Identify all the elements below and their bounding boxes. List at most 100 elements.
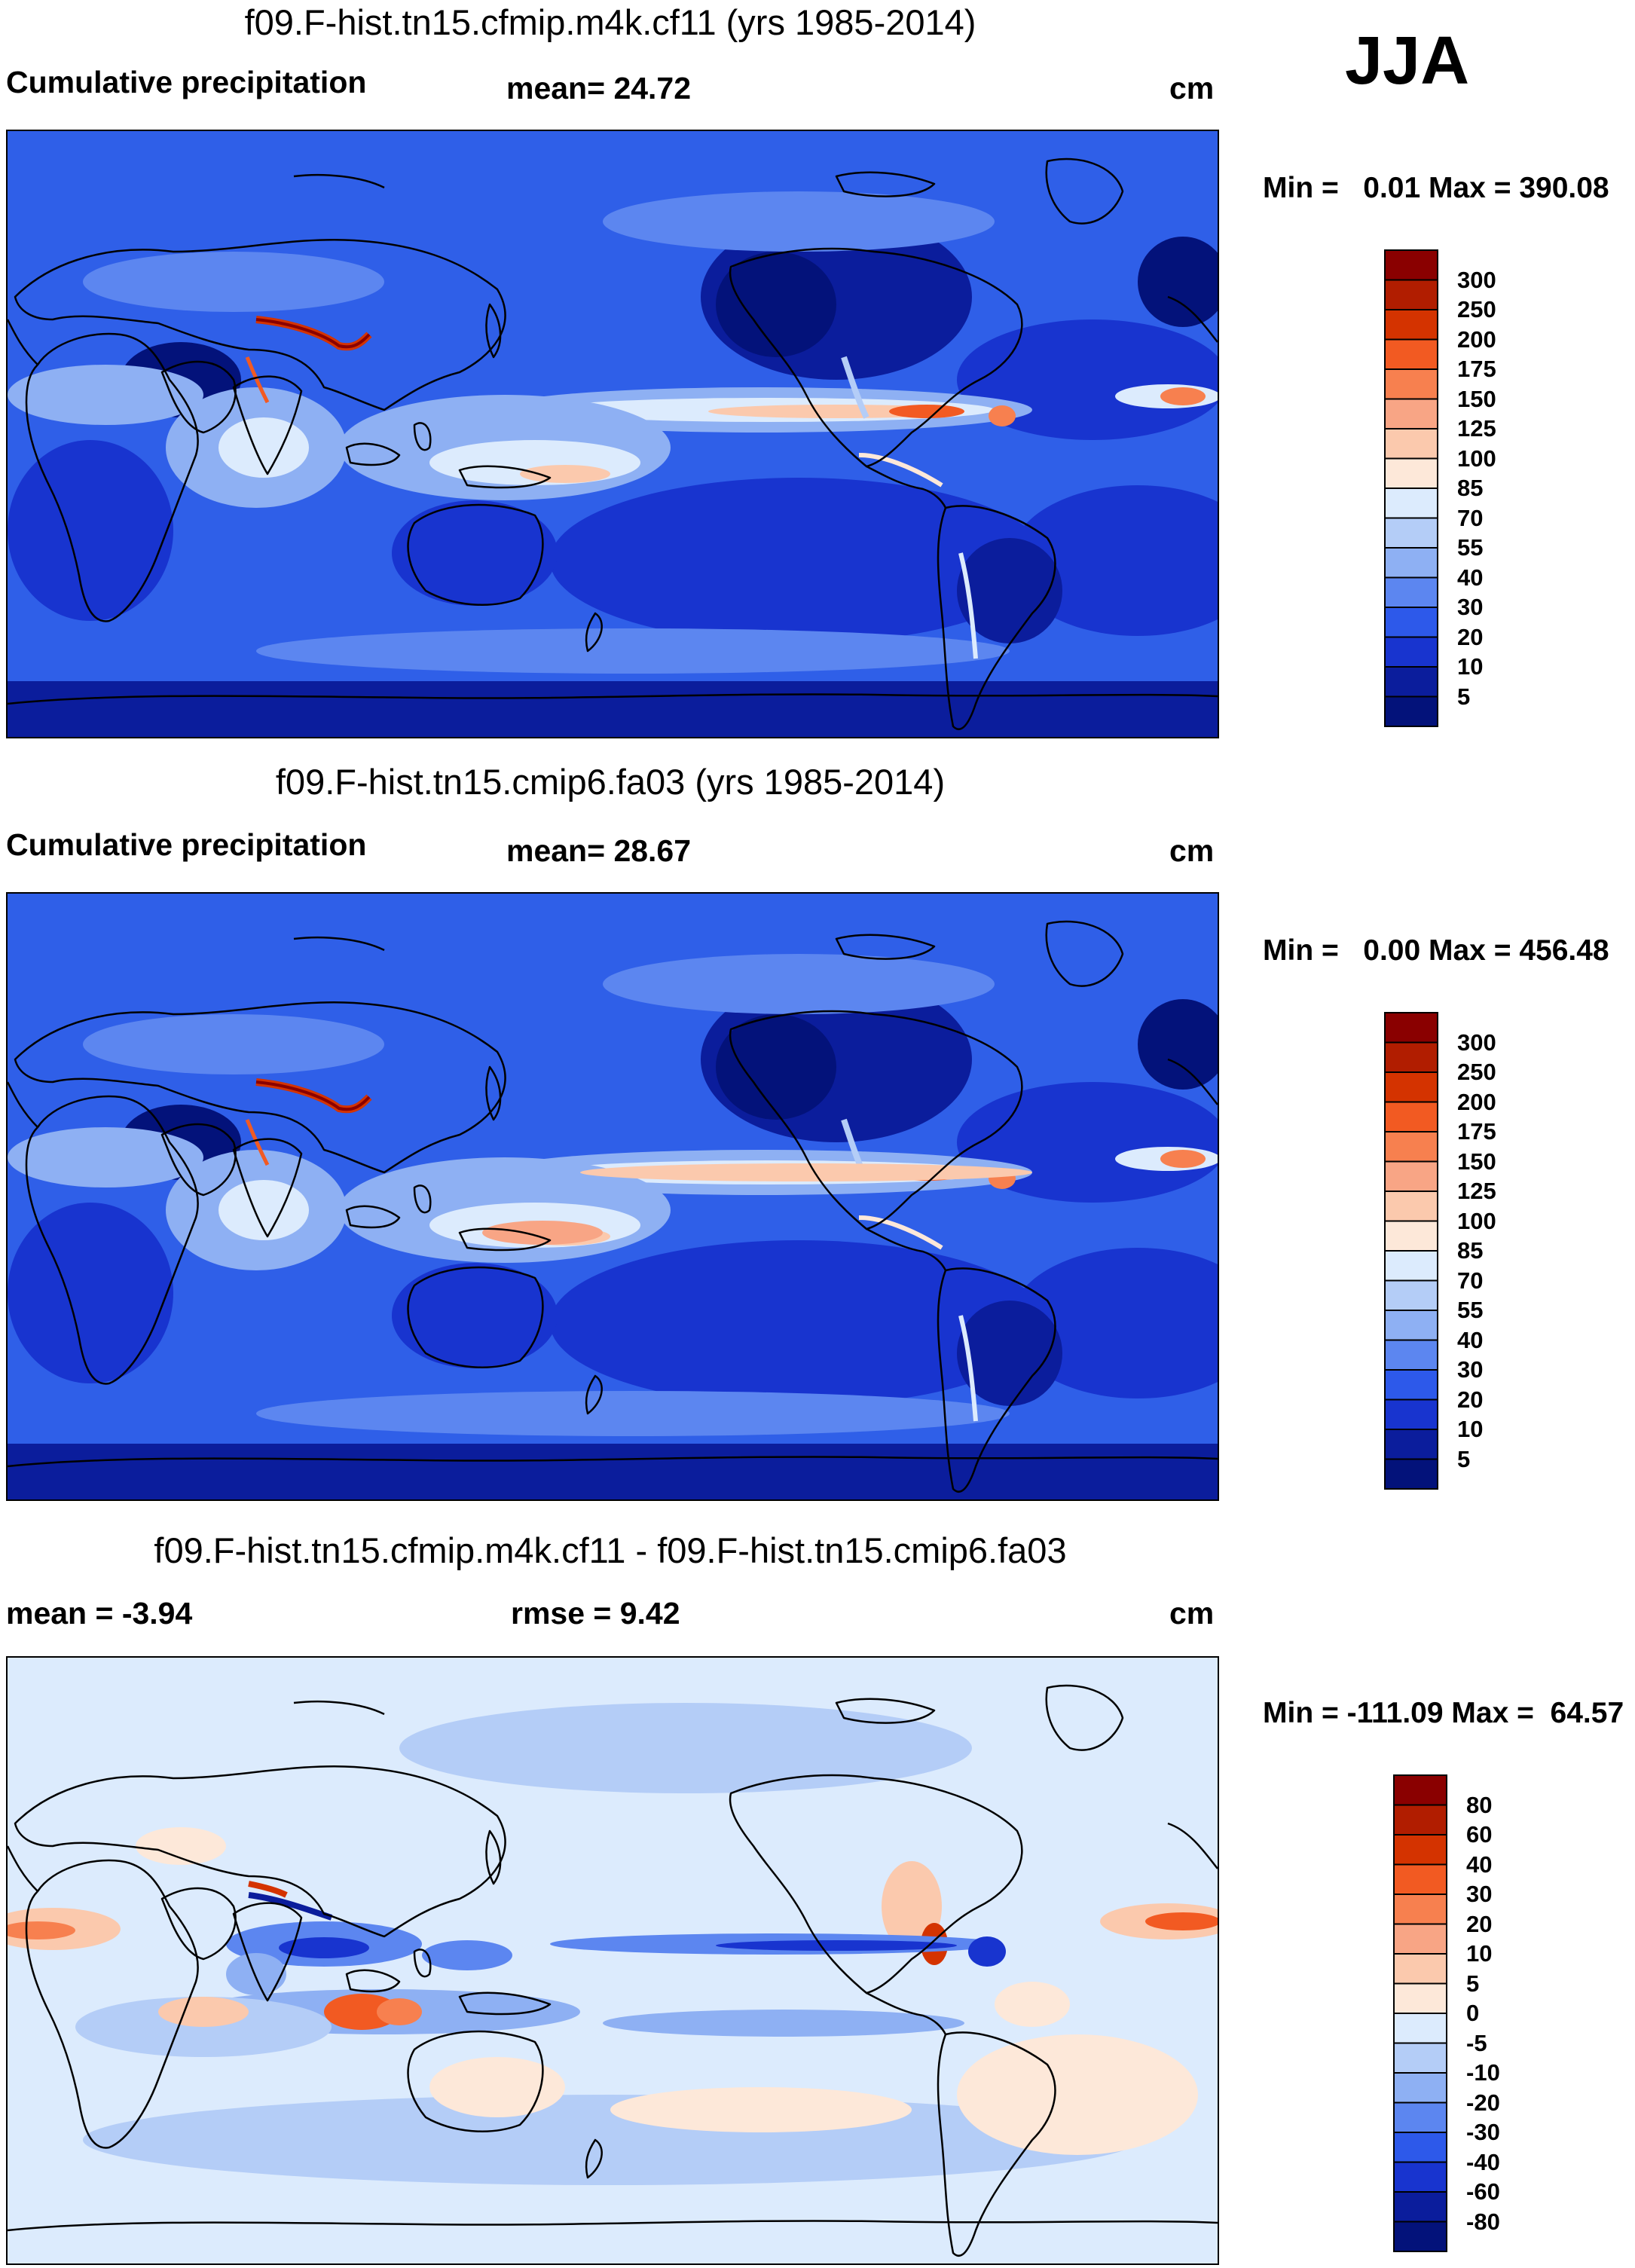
colorbar-swatch bbox=[1384, 1012, 1438, 1044]
panel-3-title: f09.F-hist.tn15.cfmip.m4k.cf11 - f09.F-h… bbox=[154, 1530, 1067, 1570]
colorbar-tick-label: 200 bbox=[1457, 326, 1496, 353]
colorbar-tick-label: 150 bbox=[1457, 1148, 1496, 1175]
colorbar-swatch bbox=[1384, 1339, 1438, 1371]
colorbar-tick-label: 5 bbox=[1457, 683, 1471, 710]
panel-3-map bbox=[6, 1656, 1219, 2265]
panel-1-minmax: Min = 0.01 Max = 390.08 bbox=[1263, 172, 1609, 204]
colorbar-tick-label: 40 bbox=[1457, 1326, 1484, 1353]
colorbar-swatch bbox=[1384, 666, 1438, 698]
colorbar-swatch bbox=[1384, 279, 1438, 310]
colorbar-swatch bbox=[1384, 1369, 1438, 1401]
colorbar-swatch bbox=[1384, 488, 1438, 519]
colorbar-tick-label: 175 bbox=[1457, 356, 1496, 382]
panel-2-title: f09.F-hist.tn15.cmip6.fa03 (yrs 1985-201… bbox=[275, 762, 946, 802]
colorbar-tick-label: 70 bbox=[1457, 1267, 1484, 1294]
colorbar-swatch bbox=[1384, 1250, 1438, 1282]
panel-3-map-svg bbox=[8, 1658, 1218, 2263]
colorbar-swatch bbox=[1393, 1834, 1447, 1866]
colorbar-tick-label: -20 bbox=[1466, 2089, 1500, 2116]
colorbar-swatch bbox=[1384, 368, 1438, 400]
colorbar-swatch bbox=[1393, 1774, 1447, 1806]
colorbar-swatch bbox=[1384, 249, 1438, 281]
colorbar-swatch bbox=[1384, 607, 1438, 638]
colorbar-tick-label: 150 bbox=[1457, 385, 1496, 412]
colorbar-swatch bbox=[1384, 636, 1438, 668]
colorbar-swatch bbox=[1384, 457, 1438, 489]
panel-3-rmse-label: rmse = 9.42 bbox=[511, 1596, 680, 1631]
colorbar-swatch bbox=[1393, 1982, 1447, 2014]
panel-2-map-svg bbox=[8, 894, 1218, 1499]
colorbar-tick-label: 300 bbox=[1457, 266, 1496, 293]
colorbar-swatch bbox=[1384, 1310, 1438, 1341]
colorbar-tick-label: 30 bbox=[1466, 1881, 1493, 1907]
colorbar-swatch bbox=[1384, 517, 1438, 549]
colorbar-swatch bbox=[1384, 1220, 1438, 1252]
colorbar-tick-label: 85 bbox=[1457, 1237, 1484, 1264]
colorbar-swatch bbox=[1393, 2013, 1447, 2044]
colorbar-tick-label: 100 bbox=[1457, 1207, 1496, 1234]
colorbar-tick-label: 300 bbox=[1457, 1029, 1496, 1056]
colorbar-tick-label: 0 bbox=[1466, 2000, 1480, 2026]
colorbar-swatch bbox=[1384, 547, 1438, 579]
colorbar-tick-label: 40 bbox=[1466, 1851, 1493, 1878]
panel-2-mean-label: mean= 28.67 bbox=[506, 833, 692, 868]
colorbar-swatch bbox=[1384, 338, 1438, 370]
colorbar-swatch bbox=[1393, 1953, 1447, 1985]
colorbar-tick-label: -10 bbox=[1466, 2059, 1500, 2086]
colorbar-swatch bbox=[1384, 1101, 1438, 1132]
colorbar-tick-label: 5 bbox=[1457, 1445, 1471, 1472]
colorbar-swatch bbox=[1384, 1071, 1438, 1103]
panel-1-title: f09.F-hist.tn15.cfmip.m4k.cf11 (yrs 1985… bbox=[244, 2, 976, 42]
colorbar-swatch bbox=[1393, 1894, 1447, 1925]
colorbar-tick-label: 200 bbox=[1457, 1088, 1496, 1115]
panel-2-minmax: Min = 0.00 Max = 456.48 bbox=[1263, 934, 1609, 967]
colorbar-swatch bbox=[1393, 2161, 1447, 2193]
panel-1-mean-label: mean= 24.72 bbox=[506, 71, 692, 105]
colorbar-tick-label: 250 bbox=[1457, 296, 1496, 322]
colorbar-tick-label: -60 bbox=[1466, 2178, 1500, 2205]
colorbar-swatch bbox=[1384, 576, 1438, 608]
colorbar-swatch bbox=[1384, 1458, 1438, 1490]
colorbar-swatch bbox=[1384, 1191, 1438, 1222]
colorbar-tick-label: 60 bbox=[1466, 1821, 1493, 1848]
colorbar-tick-label: 10 bbox=[1457, 653, 1484, 680]
colorbar-tick-label: 20 bbox=[1457, 1386, 1484, 1413]
panel-2-units: cm bbox=[1169, 833, 1215, 868]
colorbar-svg bbox=[1384, 1012, 1438, 1490]
colorbar-tick-label: -40 bbox=[1466, 2148, 1500, 2175]
colorbar-tick-label: -80 bbox=[1466, 2208, 1500, 2235]
colorbar-tick-label: 125 bbox=[1457, 415, 1496, 442]
colorbar-swatch bbox=[1384, 398, 1438, 429]
colorbar-tick-label: 30 bbox=[1457, 1356, 1484, 1383]
colorbar-swatch bbox=[1393, 1804, 1447, 1835]
colorbar-tick-label: 80 bbox=[1466, 1791, 1493, 1818]
colorbar-swatch bbox=[1393, 2042, 1447, 2074]
panel-3-mean-label: mean = -3.94 bbox=[6, 1596, 193, 1631]
panel-2-left-label: Cumulative precipitation bbox=[6, 827, 367, 862]
colorbar-swatch bbox=[1384, 1398, 1438, 1430]
colorbar-tick-label: 20 bbox=[1466, 1910, 1493, 1937]
colorbar-swatch bbox=[1384, 1279, 1438, 1311]
colorbar-swatch bbox=[1384, 1429, 1438, 1460]
colorbar-swatch bbox=[1393, 1923, 1447, 1955]
colorbar-tick-label: 55 bbox=[1457, 534, 1484, 561]
colorbar-tick-label: 100 bbox=[1457, 445, 1496, 472]
colorbar-swatch bbox=[1384, 1041, 1438, 1073]
panel-1-colorbar: 300 250 200 175 150 125 100 85 70 55 40 30 20 10 5 bbox=[1383, 249, 1496, 732]
panel-1-map bbox=[6, 130, 1219, 738]
colorbar-tick-label: 5 bbox=[1466, 1970, 1480, 1997]
panel-1-map-svg bbox=[8, 131, 1218, 737]
colorbar-tick-label: 40 bbox=[1457, 564, 1484, 591]
panel-2-map bbox=[6, 892, 1219, 1501]
colorbar-tick-label: 85 bbox=[1457, 475, 1484, 501]
colorbar-tick-label: 20 bbox=[1457, 623, 1484, 650]
colorbar-swatch bbox=[1393, 2191, 1447, 2223]
season-label: JJA bbox=[1345, 23, 1470, 99]
colorbar-svg bbox=[1384, 249, 1438, 727]
panel-3-colorbar: 80 60 40 30 20 10 5 0 -5 -10 -20 -30 -40 -60 -80 bbox=[1392, 1774, 1500, 2257]
colorbar-tick-label: -30 bbox=[1466, 2119, 1500, 2145]
colorbar-swatch bbox=[1384, 428, 1438, 460]
colorbar-svg bbox=[1393, 1774, 1447, 2252]
colorbar-swatch bbox=[1393, 2132, 1447, 2163]
colorbar-tick-label: 30 bbox=[1457, 594, 1484, 620]
